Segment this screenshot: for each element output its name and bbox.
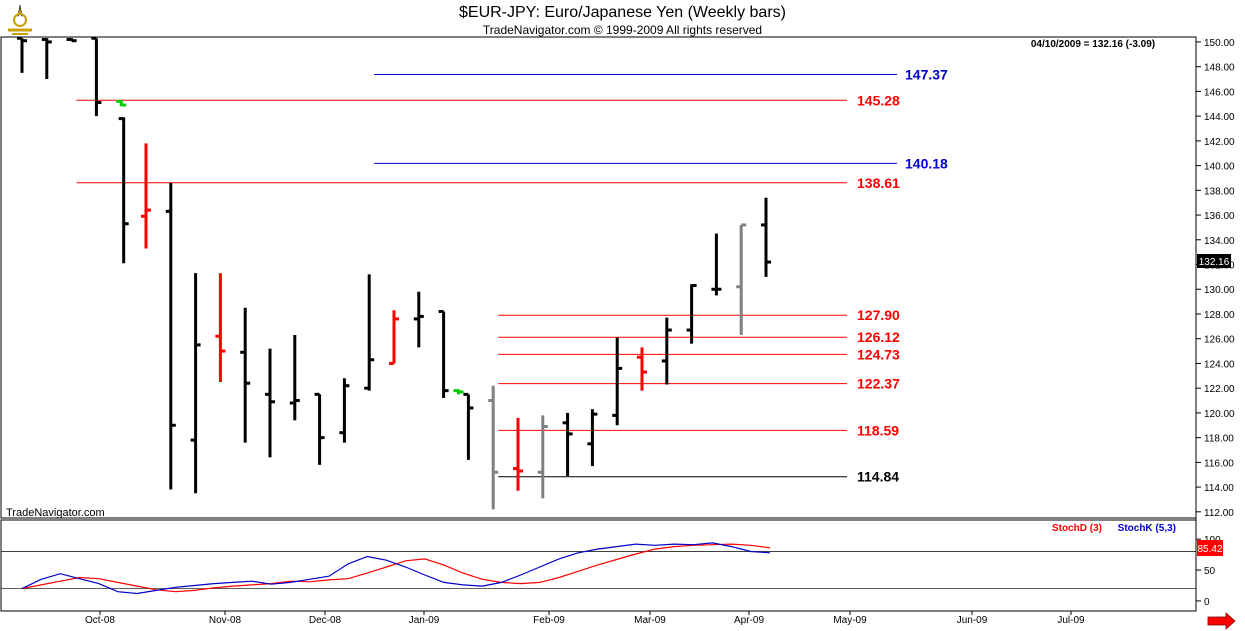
stoch-tick-label: 50 [1204, 566, 1216, 577]
ohlc-bar [265, 348, 275, 458]
level-label: 118.59 [857, 422, 899, 438]
time-tick-label: Oct-08 [85, 615, 115, 626]
price-tick-label: 130.00 [1204, 285, 1235, 296]
copyright-notice: TradeNavigator.com © 1999-2009 All right… [482, 23, 763, 37]
price-tick-label: 126.00 [1204, 335, 1235, 346]
trade-navigator-logo [4, 2, 36, 36]
ship-wheel-icon [8, 4, 32, 35]
ohlc-bar [562, 412, 573, 476]
ohlc-bar [761, 197, 771, 277]
level-label: 122.37 [857, 376, 900, 392]
stoch-tick-label: 0 [1204, 597, 1210, 608]
price-tick-label: 142.00 [1204, 137, 1235, 148]
ohlc-bar [116, 99, 127, 107]
ohlc-bar [736, 223, 747, 335]
price-tick-label: 134.00 [1204, 236, 1235, 247]
ohlc-bar [91, 36, 102, 117]
chart-title: $EUR-JPY: Euro/Japanese Yen (Weekly bars… [459, 4, 786, 21]
price-tick-label: 124.00 [1204, 359, 1235, 370]
price-axis-ticks: 150.00 148.00 146.00 144.00 142.00 140.00 138.… [1196, 38, 1235, 519]
level-label: 114.84 [857, 469, 899, 485]
scroll-right-arrow-icon[interactable] [1207, 612, 1236, 630]
price-tick-label: 144.00 [1204, 112, 1235, 123]
level-label: 124.73 [857, 346, 900, 362]
ohlc-bar [289, 334, 300, 421]
level-label: 145.28 [857, 92, 900, 108]
level-label: 126.12 [857, 329, 900, 345]
last-price-tag: 132.16 [1199, 257, 1230, 268]
price-tick-label: 112.00 [1204, 508, 1234, 519]
last-price-tag-bg [1197, 254, 1231, 268]
price-tick-label: 120.00 [1204, 409, 1235, 420]
price-tick-label: 116.00 [1204, 458, 1234, 469]
ohlc-bar [215, 273, 226, 382]
time-tick-label: Jul-09 [1057, 615, 1085, 626]
ohlc-bar [314, 392, 325, 465]
price-tick-label: 118.00 [1204, 434, 1234, 445]
time-tick-label: Jun-09 [957, 615, 988, 626]
price-tick-label: 140.00 [1204, 162, 1235, 173]
legend-stoch-k: StochK (5,3) [1118, 523, 1176, 534]
stoch-k-line [21, 542, 771, 595]
ohlc-bar [637, 347, 647, 391]
ohlc-bar [612, 337, 623, 426]
price-readout: 04/10/2009 = 132.16 (-3.09) [1031, 39, 1155, 50]
stoch-readout-bg [1197, 540, 1223, 556]
ohlc-bar [364, 274, 375, 391]
time-axis-labels: Oct-08 Nov-08 Dec-08 Jan-09 Feb-09 Mar-09 Apr-… [85, 611, 1085, 626]
ohlc-bar [141, 143, 151, 249]
price-levels: 147.37 145.28 140.18 138.61 127.90 126.12124.… [76, 66, 948, 485]
ohlc-bar [463, 392, 474, 460]
price-tick-label: 138.00 [1204, 186, 1235, 197]
price-panel-frame [0, 36, 1197, 519]
ohlc-bar [339, 378, 350, 443]
ohlc-bar [17, 36, 27, 73]
ohlc-bar [165, 182, 176, 490]
legend-stoch-d: StochD (3) [1052, 523, 1102, 534]
time-tick-label: Feb-09 [533, 615, 565, 626]
price-tick-label: 122.00 [1204, 384, 1235, 395]
price-bars [17, 36, 771, 510]
time-tick-label: Nov-08 [209, 615, 242, 626]
ohlc-bar [661, 317, 672, 385]
ohlc-bar [240, 307, 251, 443]
ohlc-bar [453, 389, 464, 395]
ohlc-bar [389, 310, 399, 365]
stoch-panel-frame [0, 519, 1197, 612]
stoch-readout: 85.42 [1197, 544, 1222, 555]
time-tick-label: Mar-09 [634, 615, 666, 626]
ohlc-bar [488, 385, 499, 510]
price-tick-label: 148.00 [1204, 63, 1235, 74]
ohlc-bar [686, 284, 697, 344]
level-label: 127.90 [857, 307, 900, 323]
price-tick-label: 150.00 [1204, 38, 1235, 49]
ohlc-bar [587, 409, 598, 467]
time-tick-label: Dec-08 [309, 615, 342, 626]
watermark-text: TradeNavigator.com [6, 507, 105, 519]
price-tick-label: 146.00 [1204, 87, 1235, 98]
level-label: 147.37 [905, 66, 948, 82]
level-label: 140.18 [905, 155, 948, 171]
price-tick-label: 128.00 [1204, 310, 1235, 321]
ohlc-bar [537, 415, 548, 499]
ohlc-bar [66, 37, 77, 43]
ohlc-bar [413, 291, 424, 348]
ohlc-bar [711, 233, 722, 296]
ohlc-bar [190, 273, 201, 494]
price-tick-label: 114.00 [1204, 483, 1234, 494]
time-tick-label: May-09 [833, 615, 867, 626]
ohlc-bar [438, 310, 449, 399]
price-tick-label: 136.00 [1204, 211, 1235, 222]
level-label: 138.61 [857, 175, 900, 191]
stochastic-panel: 100500 [1, 535, 1221, 608]
ohlc-bar [41, 37, 52, 80]
ohlc-bar [118, 117, 129, 264]
time-tick-label: Jan-09 [409, 615, 440, 626]
time-tick-label: Apr-09 [734, 615, 764, 626]
ohlc-bar [513, 417, 523, 491]
